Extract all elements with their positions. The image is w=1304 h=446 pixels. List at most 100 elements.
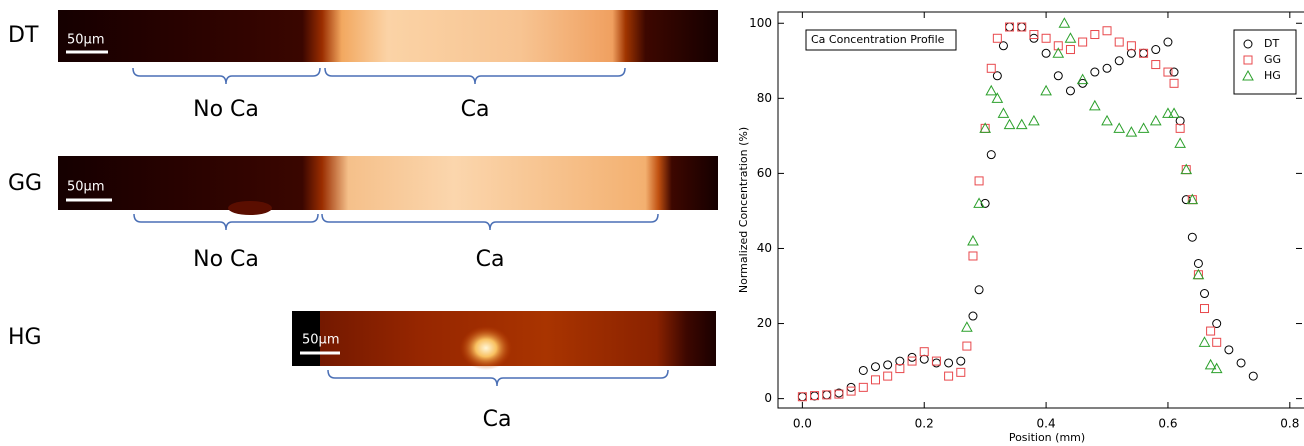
point [1200,304,1210,314]
point [870,375,880,385]
point [968,251,978,261]
point [919,347,929,357]
annotation: Ca Concentration Profile [811,33,945,46]
x-tick-label: 0.8 [1280,417,1299,431]
x-tick-label: 0.0 [793,417,812,431]
point [834,389,844,399]
point [1015,118,1028,130]
y-tick-label: 80 [757,91,772,105]
point [883,360,893,370]
point [1206,326,1216,336]
point [1174,137,1186,148]
point [1180,163,1193,175]
point [1200,289,1210,299]
panel-dt: DT 50μm No Ca Ca [8,10,718,122]
point [1248,371,1258,381]
point [810,391,820,401]
point [961,321,973,332]
point [1163,67,1173,77]
plot-frame [777,11,1304,409]
point [907,356,917,366]
point [1090,67,1100,77]
point [1102,26,1112,36]
scale-bar-label: 50μm [302,333,339,348]
point [979,122,992,133]
y-tick-label: 100 [749,16,772,30]
point [1053,41,1063,51]
point [931,358,941,368]
region-label: No Ca [193,97,259,122]
point [1139,48,1149,58]
point [997,107,1010,118]
scale-bar-label: 50μm [67,180,104,195]
y-tick-label: 20 [757,316,772,330]
image-feature [228,201,272,215]
point [1113,122,1126,133]
point [974,176,984,186]
region-label: Ca [461,97,490,122]
point [1005,22,1015,32]
x-tick-label: 0.2 [915,417,934,431]
point [1125,126,1138,137]
point [1114,56,1124,66]
point [1169,67,1179,77]
point [998,41,1008,51]
legend-label: DT [1264,37,1279,50]
point [1126,41,1136,51]
point [1168,107,1180,118]
point [973,197,985,208]
point [1193,258,1203,268]
point [858,365,868,375]
bracket [132,67,321,85]
point [968,311,978,321]
legend-marker [1242,69,1254,81]
point [1187,232,1197,242]
point [1186,193,1199,205]
point [1028,114,1040,126]
point [1090,30,1100,40]
image-feature [460,326,512,370]
y-tick-label: 60 [757,166,772,180]
point [883,371,893,381]
point [1151,45,1161,55]
point [1151,60,1161,70]
point [980,198,990,208]
point [1236,358,1246,368]
point [1017,22,1027,32]
point [1041,48,1051,58]
point [895,356,905,366]
point [1149,114,1162,126]
point [1005,22,1015,32]
point [1181,195,1191,205]
point [1175,123,1185,133]
panel-gg: GG 50μm No Ca Ca [8,156,718,272]
point [870,362,880,372]
point [944,371,954,381]
point [1058,17,1071,28]
point [1102,63,1112,73]
point [1192,268,1205,280]
scale-bar-label: 50μm [67,33,104,48]
row-label: HG [8,325,42,350]
x-tick-label: 0.6 [1158,417,1177,431]
point [986,150,996,160]
point [797,392,807,402]
point [1175,116,1185,126]
annotation-box [805,29,957,51]
point [1101,114,1113,126]
bracket [324,67,626,85]
point [1204,358,1217,370]
point [1210,362,1223,374]
point [797,392,807,402]
point [1163,37,1173,47]
point [962,341,972,351]
point [1064,32,1077,43]
point [1065,45,1075,55]
point [1088,99,1101,111]
point [810,391,820,401]
region-label: Ca [476,247,505,272]
y-tick-label: 0 [764,391,772,405]
point [1139,48,1149,58]
x-axis-label: Position (mm) [1009,431,1085,444]
